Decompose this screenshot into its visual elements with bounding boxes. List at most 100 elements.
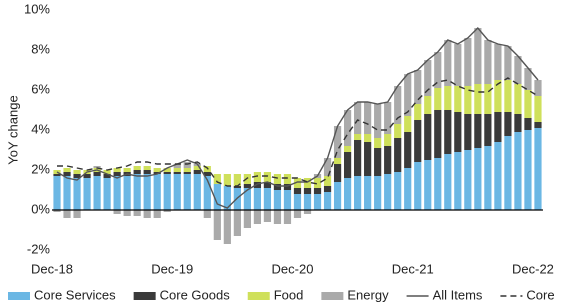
bar-segment bbox=[424, 114, 432, 160]
bar-segment bbox=[494, 142, 502, 210]
bar-segment bbox=[163, 168, 171, 172]
bar-segment bbox=[524, 118, 532, 130]
bar-segment bbox=[364, 142, 372, 176]
bar-segment bbox=[374, 176, 382, 210]
bar-segment bbox=[293, 194, 302, 210]
x-tick-label: Dec-19 bbox=[151, 261, 193, 276]
bar-segment bbox=[414, 104, 422, 120]
bar-segment bbox=[333, 182, 342, 210]
bar-segment bbox=[404, 116, 412, 132]
bar-segment bbox=[73, 170, 81, 174]
y-tick-label: -2% bbox=[27, 241, 51, 256]
bar-segment bbox=[534, 122, 542, 128]
bar-segment bbox=[143, 166, 151, 170]
bar-segment bbox=[504, 46, 512, 80]
bar-segment bbox=[133, 174, 141, 210]
bar-segment bbox=[303, 210, 312, 214]
bar-segment bbox=[454, 86, 462, 112]
bar-segment bbox=[293, 188, 302, 194]
bar-segment bbox=[283, 190, 292, 210]
bar-segment bbox=[113, 176, 121, 210]
bar-segment bbox=[474, 28, 482, 84]
bar-segment bbox=[374, 148, 382, 176]
bar-segment bbox=[143, 210, 151, 218]
bar-segment bbox=[113, 210, 121, 214]
bar-segment bbox=[183, 162, 191, 168]
bar-segment bbox=[73, 174, 81, 178]
bar-segment bbox=[424, 60, 432, 96]
bar-segment bbox=[494, 44, 502, 80]
bar-segment bbox=[163, 174, 171, 210]
bar-segment bbox=[203, 210, 211, 218]
bar-segment bbox=[83, 178, 91, 210]
x-tick-label: Dec-18 bbox=[31, 261, 73, 276]
bar-segment bbox=[93, 176, 101, 210]
bar-segment bbox=[444, 110, 452, 154]
bar-segment bbox=[273, 190, 282, 210]
bar-segment bbox=[193, 170, 201, 174]
bar-segment bbox=[333, 158, 342, 164]
bar-segment bbox=[444, 40, 452, 86]
bar-segment bbox=[153, 168, 161, 172]
bar-segment bbox=[374, 104, 382, 138]
bar-segment bbox=[424, 96, 432, 114]
bar-segment bbox=[504, 112, 512, 136]
bar-segment bbox=[193, 174, 201, 210]
bar-segment bbox=[263, 172, 272, 182]
bar-segment bbox=[343, 152, 352, 178]
bar-segment bbox=[524, 130, 532, 210]
bar-segment bbox=[243, 188, 251, 210]
bar-segment bbox=[313, 194, 322, 210]
bar-segment bbox=[53, 210, 61, 212]
bar-segment bbox=[243, 184, 251, 188]
bar-segment bbox=[414, 120, 422, 162]
bar-segment bbox=[103, 178, 111, 210]
bar-segment bbox=[514, 132, 522, 210]
bar-segment bbox=[113, 172, 121, 176]
bar-segment bbox=[163, 172, 171, 174]
bar-segment bbox=[464, 38, 472, 86]
bar-segment bbox=[313, 178, 322, 188]
bar-segment bbox=[303, 188, 312, 194]
bar-segment bbox=[394, 172, 402, 210]
y-tick-label: 6% bbox=[31, 81, 50, 96]
bar-segment bbox=[173, 168, 181, 172]
bar-segment bbox=[63, 172, 71, 176]
bar-segment bbox=[213, 174, 221, 184]
bar-segment bbox=[223, 186, 231, 210]
bar-segment bbox=[63, 210, 71, 218]
bar-segment bbox=[524, 90, 532, 118]
bar-segment bbox=[484, 114, 492, 146]
bar-segment bbox=[153, 172, 161, 174]
bar-segment bbox=[223, 210, 231, 244]
bar-segment bbox=[404, 74, 412, 116]
bar-segment bbox=[364, 176, 372, 210]
bar-segment bbox=[103, 174, 111, 178]
bar-segment bbox=[404, 168, 412, 210]
bar-segment bbox=[454, 112, 462, 152]
bar-segment bbox=[253, 210, 262, 224]
bar-segment bbox=[63, 168, 71, 172]
bar-segment bbox=[354, 134, 362, 140]
bar-segment bbox=[323, 176, 332, 186]
legend-swatch bbox=[247, 292, 270, 300]
y-tick-label: 0% bbox=[31, 201, 50, 216]
bar-segment bbox=[484, 84, 492, 114]
y-tick-label: 10% bbox=[24, 1, 50, 16]
bar-segment bbox=[143, 170, 151, 174]
legend-label: All Items bbox=[433, 287, 483, 302]
bar-segment bbox=[243, 174, 251, 184]
bar-segment bbox=[93, 166, 101, 168]
x-tick-label: Dec-20 bbox=[272, 261, 314, 276]
legend-label: Food bbox=[274, 287, 304, 302]
bar-segment bbox=[253, 182, 262, 188]
legend-swatch bbox=[8, 292, 30, 300]
bar-segment bbox=[133, 210, 141, 216]
bar-segment bbox=[313, 188, 322, 194]
line bbox=[57, 77, 539, 187]
bar-segment bbox=[354, 176, 362, 210]
bar-segment bbox=[454, 44, 462, 86]
bar-segment bbox=[333, 164, 342, 182]
bar-segment bbox=[514, 56, 522, 84]
